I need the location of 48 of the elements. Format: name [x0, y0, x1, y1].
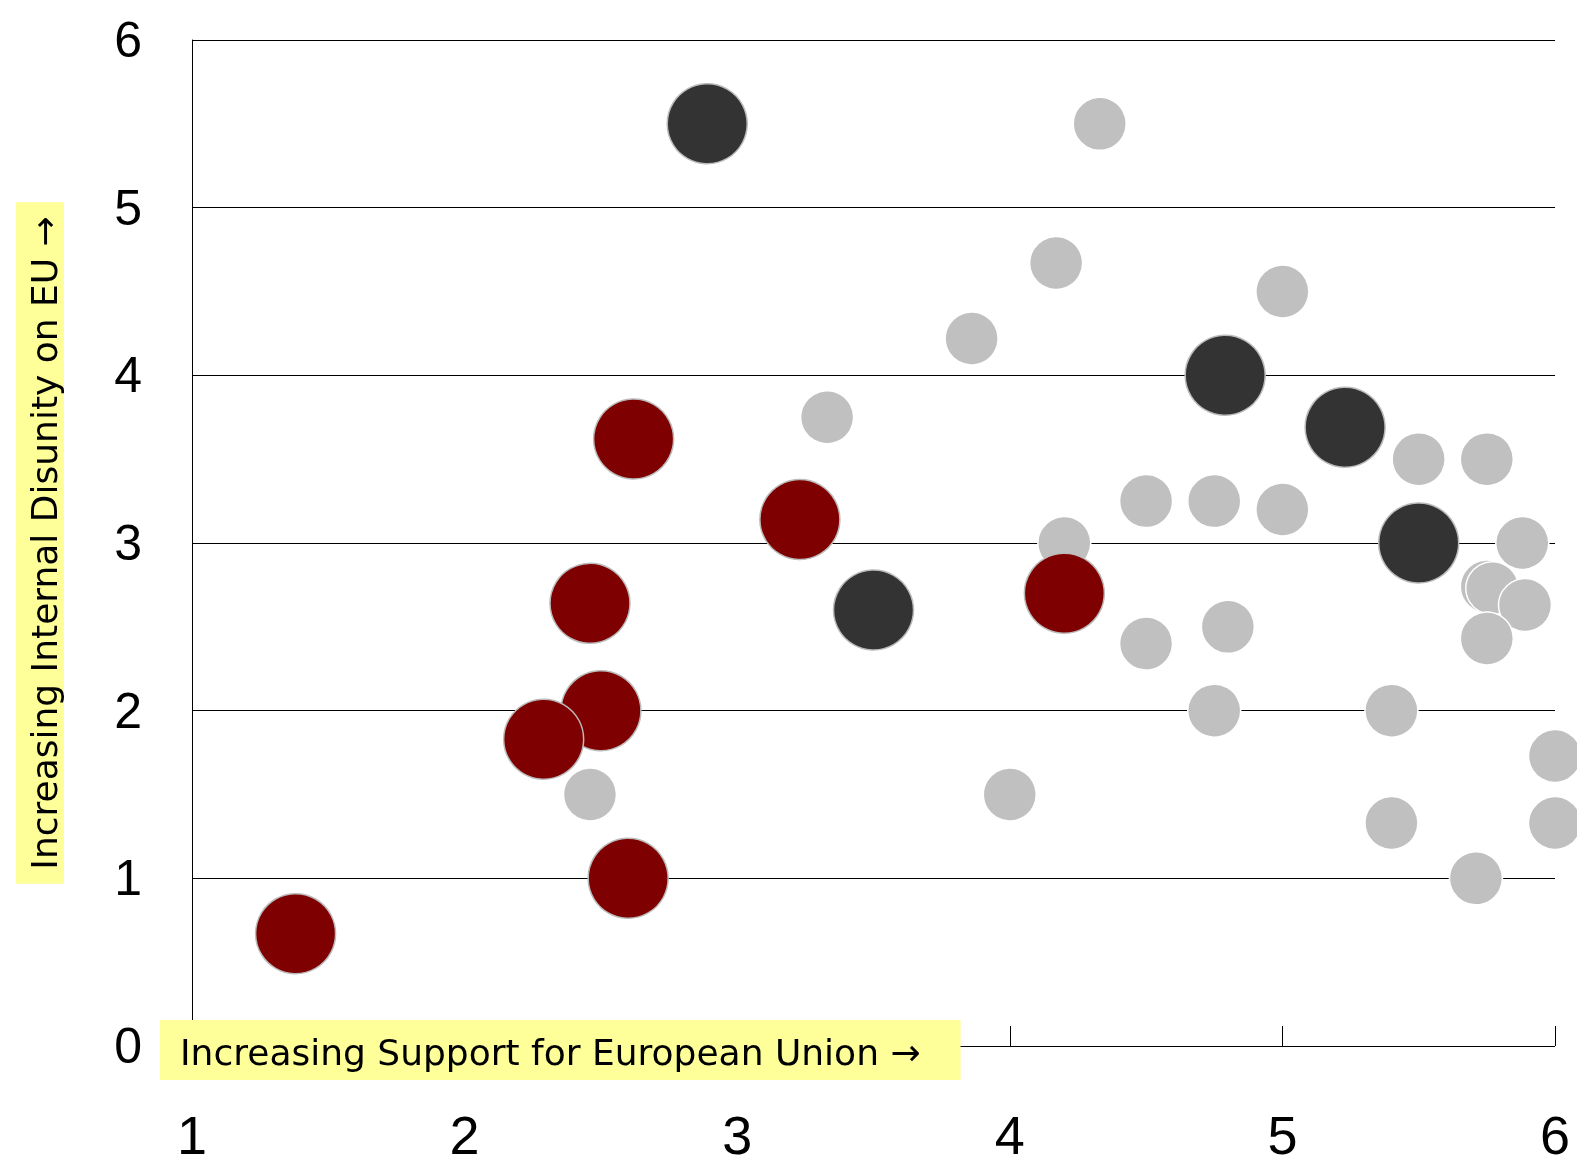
point — [944, 311, 999, 366]
point — [759, 478, 841, 561]
point — [587, 837, 669, 920]
point — [1255, 264, 1310, 319]
point — [1459, 611, 1515, 666]
x-tick-label: 1 — [176, 1105, 208, 1165]
point — [1072, 96, 1128, 152]
point — [1364, 795, 1419, 851]
y-tick-label: 4 — [114, 347, 142, 404]
point — [666, 83, 748, 165]
y-tick-label: 2 — [114, 682, 142, 739]
x-tick-label: 4 — [994, 1105, 1025, 1165]
point — [1184, 334, 1266, 417]
x-tick-label: 5 — [1267, 1105, 1298, 1165]
point — [1497, 577, 1553, 633]
point — [1459, 431, 1515, 487]
point — [1187, 683, 1242, 738]
point — [592, 398, 675, 480]
point — [549, 562, 631, 645]
point — [1364, 683, 1419, 738]
point — [799, 390, 855, 445]
point — [1378, 502, 1460, 584]
point — [1023, 552, 1106, 635]
y-tick-label: 1 — [114, 850, 142, 907]
y-tick-label: 6 — [114, 12, 142, 68]
point — [1187, 473, 1242, 529]
point — [1304, 386, 1386, 469]
y-axis-title: Increasing Internal Disunity on EU → — [23, 216, 65, 870]
point — [1118, 473, 1174, 529]
point — [982, 767, 1038, 822]
point — [502, 698, 585, 780]
y-tick-label: 3 — [114, 515, 142, 571]
point — [1028, 235, 1084, 291]
point — [1200, 599, 1256, 655]
x-tick-label: 2 — [449, 1105, 480, 1165]
point — [832, 569, 915, 651]
y-tick-label: 0 — [114, 1018, 142, 1074]
point — [254, 892, 337, 975]
x-tick-label: 3 — [722, 1105, 753, 1165]
point — [1495, 515, 1550, 571]
y-tick-label: 5 — [114, 179, 142, 236]
x-axis-title: Increasing Support for European Union → — [180, 1031, 921, 1073]
point — [562, 767, 618, 822]
point — [1118, 616, 1174, 671]
point — [1391, 431, 1446, 487]
x-tick-label: 6 — [1539, 1105, 1571, 1165]
point — [1448, 851, 1504, 906]
point — [1255, 482, 1310, 537]
